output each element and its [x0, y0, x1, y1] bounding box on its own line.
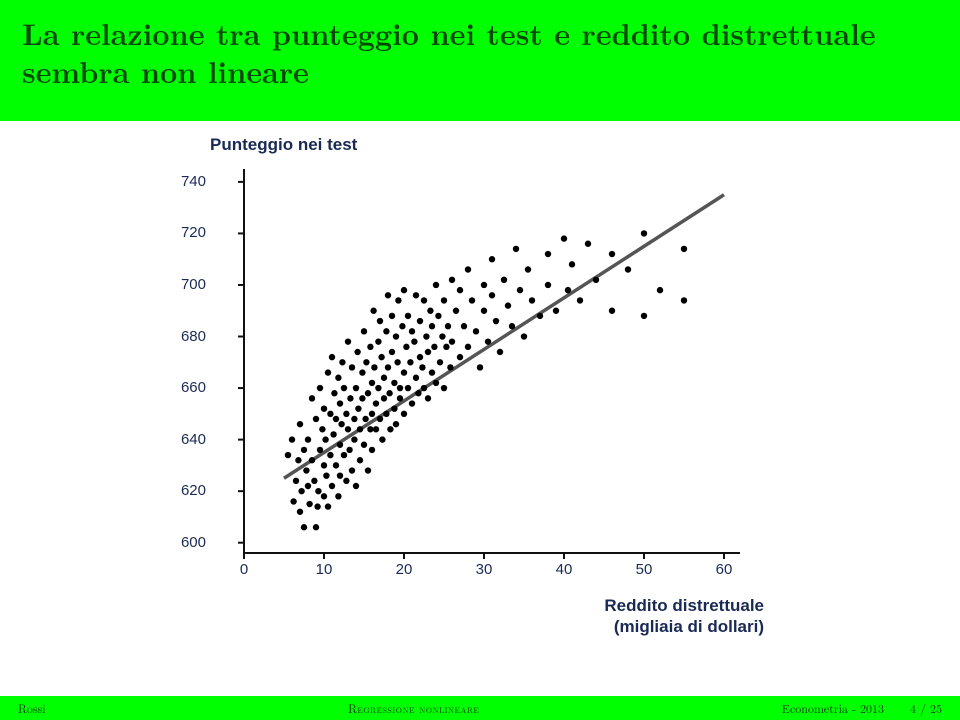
footer-pager: Econometria - 2013 4 / 25	[782, 700, 960, 717]
slide-root: La relazione tra punteggio nei test e re…	[0, 0, 960, 720]
y-tick-label: 700	[170, 276, 206, 293]
chart-svg	[210, 163, 750, 563]
y-tick-label: 680	[170, 328, 206, 345]
x-tick-label: 30	[469, 561, 499, 578]
x-axis-label-line2: (migliaia di dollari)	[614, 617, 764, 636]
chart-y-axis-title: Punteggio nei test	[210, 135, 357, 155]
footer-bar: Rossi Regressione nonlineare Econometria…	[0, 696, 960, 720]
x-tick-label: 60	[709, 561, 739, 578]
scatter-chart: Punteggio nei test Reddito distrettuale …	[170, 135, 790, 655]
y-tick-label: 720	[170, 224, 206, 241]
footer-lecture: Regressione nonlineare	[46, 700, 782, 717]
slide-title: La relazione tra punteggio nei test e re…	[22, 14, 938, 91]
header-band: La relazione tra punteggio nei test e re…	[0, 0, 960, 121]
footer-page-total: 25	[930, 700, 942, 717]
footer-page-sep: /	[916, 700, 930, 717]
footer-course: Econometria - 2013	[782, 700, 884, 717]
y-tick-label: 740	[170, 173, 206, 190]
x-tick-label: 0	[229, 561, 259, 578]
footer-author: Rossi	[0, 700, 46, 717]
x-tick-label: 50	[629, 561, 659, 578]
chart-x-axis-title: Reddito distrettuale (migliaia di dollar…	[604, 595, 764, 638]
y-tick-label: 620	[170, 482, 206, 499]
y-tick-label: 660	[170, 379, 206, 396]
x-axis-label-line1: Reddito distrettuale	[604, 596, 764, 615]
y-tick-label: 600	[170, 534, 206, 551]
x-tick-label: 40	[549, 561, 579, 578]
y-tick-label: 640	[170, 431, 206, 448]
x-tick-label: 20	[389, 561, 419, 578]
x-tick-label: 10	[309, 561, 339, 578]
